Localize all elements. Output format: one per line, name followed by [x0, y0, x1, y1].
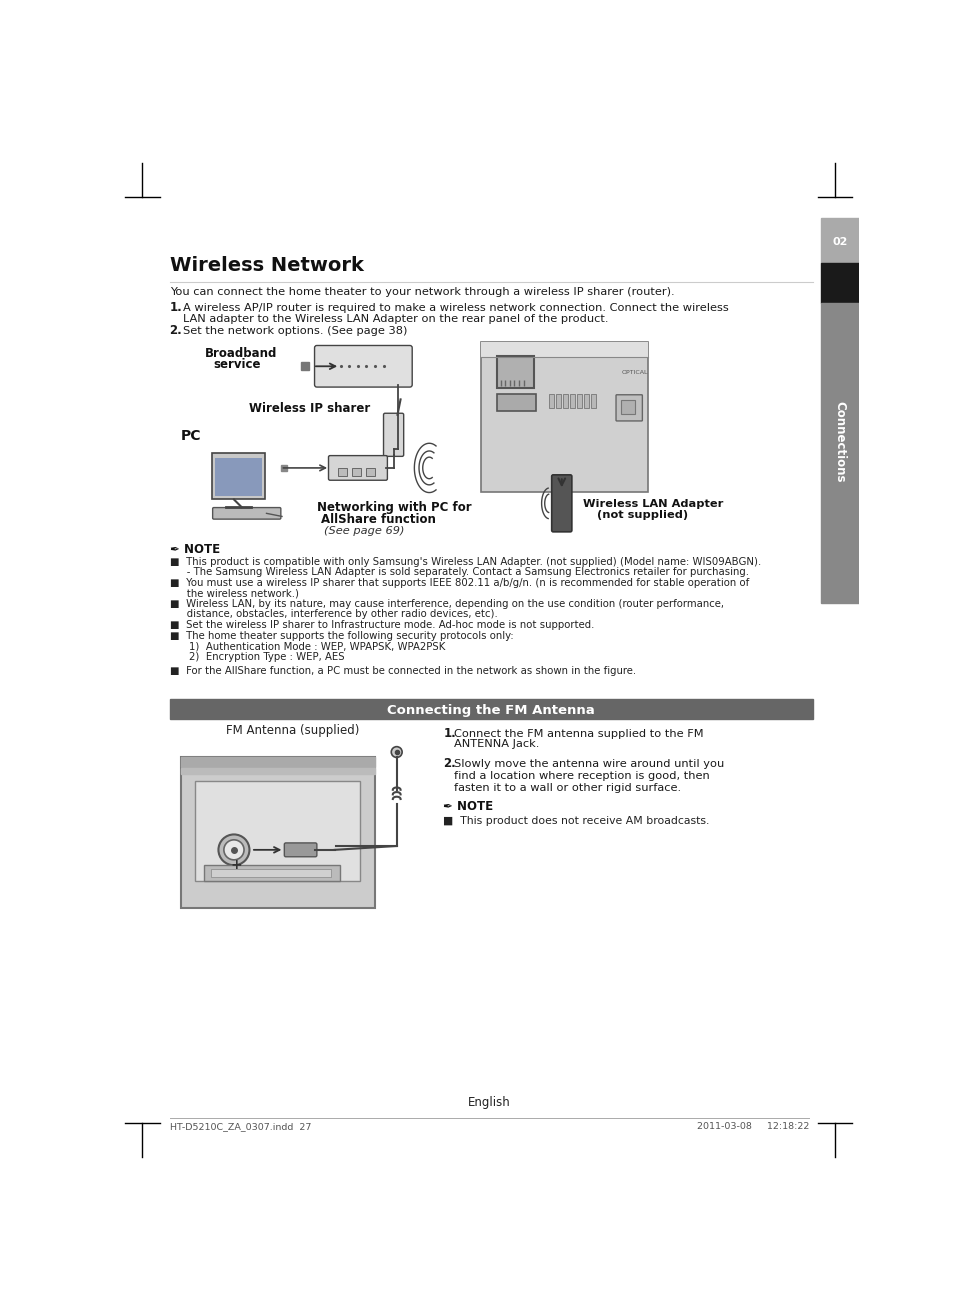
- FancyBboxPatch shape: [497, 356, 534, 388]
- Text: PC: PC: [181, 429, 201, 443]
- Bar: [497, 393, 536, 410]
- Bar: [577, 393, 581, 408]
- FancyBboxPatch shape: [213, 507, 280, 519]
- Text: ■  This product is compatible with only Samsung's Wireless LAN Adapter. (not sup: ■ This product is compatible with only S…: [170, 557, 760, 567]
- Text: ■  The home theater supports the following security protocols only:: ■ The home theater supports the followin…: [170, 631, 513, 640]
- Text: Wireless Network: Wireless Network: [170, 256, 363, 274]
- Text: Connections: Connections: [833, 401, 845, 482]
- Bar: [365, 468, 375, 476]
- Text: Broadband: Broadband: [204, 348, 276, 359]
- Text: - The Samsung Wireless LAN Adapter is sold separately. Contact a Samsung Electro: - The Samsung Wireless LAN Adapter is so…: [177, 567, 749, 576]
- Bar: [195, 780, 359, 881]
- FancyBboxPatch shape: [328, 456, 387, 480]
- Text: 1)  Authentication Mode : WEP, WPAPSK, WPA2PSK: 1) Authentication Mode : WEP, WPAPSK, WP…: [189, 642, 445, 652]
- Text: ✒ NOTE: ✒ NOTE: [443, 800, 493, 813]
- FancyBboxPatch shape: [551, 474, 571, 532]
- Bar: [556, 393, 560, 408]
- Text: +: +: [230, 859, 241, 872]
- Text: LAN adapter to the Wireless LAN Adapter on the rear panel of the product.: LAN adapter to the Wireless LAN Adapter …: [183, 314, 608, 324]
- Bar: [480, 341, 647, 491]
- Text: Connect the FM antenna supplied to the FM: Connect the FM antenna supplied to the F…: [454, 728, 703, 738]
- Text: FM Antenna (supplied): FM Antenna (supplied): [226, 724, 359, 737]
- Text: A wireless AP/IP router is required to make a wireless network connection. Conne: A wireless AP/IP router is required to m…: [183, 303, 728, 312]
- Bar: [337, 468, 347, 476]
- Bar: [821, 263, 858, 303]
- Text: 1.: 1.: [170, 301, 182, 314]
- Text: 2.: 2.: [170, 324, 182, 337]
- Bar: [352, 468, 360, 476]
- Bar: [591, 393, 596, 408]
- Text: English: English: [467, 1097, 510, 1110]
- Text: 2)  Encryption Type : WEP, AES: 2) Encryption Type : WEP, AES: [189, 652, 344, 661]
- Text: 2.: 2.: [443, 758, 456, 770]
- Bar: [562, 393, 567, 408]
- Bar: [170, 699, 812, 719]
- Bar: [181, 769, 375, 774]
- Text: (See page 69): (See page 69): [323, 527, 404, 536]
- Text: the wireless network.): the wireless network.): [177, 588, 299, 599]
- Text: ■  This product does not receive AM broadcasts.: ■ This product does not receive AM broad…: [443, 817, 709, 826]
- Text: fasten it to a wall or other rigid surface.: fasten it to a wall or other rigid surfa…: [454, 783, 680, 792]
- Bar: [620, 400, 635, 414]
- Bar: [583, 393, 588, 408]
- Text: distance, obstacles, interference by other radio devices, etc).: distance, obstacles, interference by oth…: [177, 609, 497, 620]
- Bar: [821, 303, 858, 604]
- Text: Networking with PC for: Networking with PC for: [316, 501, 471, 514]
- Text: AllShare function: AllShare function: [320, 512, 436, 525]
- Text: Set the network options. (See page 38): Set the network options. (See page 38): [183, 325, 407, 336]
- Text: ■  For the AllShare function, a PC must be connected in the network as shown in : ■ For the AllShare function, a PC must b…: [170, 667, 635, 676]
- FancyBboxPatch shape: [616, 395, 641, 421]
- Circle shape: [391, 746, 402, 758]
- Text: ■  Wireless LAN, by its nature, may cause interference, depending on the use con: ■ Wireless LAN, by its nature, may cause…: [170, 600, 723, 609]
- Text: 1.: 1.: [443, 727, 456, 740]
- Bar: [480, 341, 647, 357]
- Text: Wireless IP sharer: Wireless IP sharer: [249, 403, 371, 416]
- Text: 2011-03-08     12:18:22: 2011-03-08 12:18:22: [696, 1123, 808, 1132]
- Text: ANTENNA Jack.: ANTENNA Jack.: [454, 740, 538, 749]
- Circle shape: [224, 840, 244, 860]
- Text: ✒ NOTE: ✒ NOTE: [170, 542, 219, 555]
- FancyBboxPatch shape: [212, 454, 265, 499]
- Text: OPTICAL: OPTICAL: [620, 370, 647, 375]
- Text: find a location where reception is good, then: find a location where reception is good,…: [454, 771, 709, 782]
- Bar: [181, 758, 375, 767]
- Circle shape: [218, 834, 249, 865]
- Text: Connecting the FM Antenna: Connecting the FM Antenna: [387, 703, 595, 716]
- Bar: [204, 865, 340, 881]
- Text: ■  Set the wireless IP sharer to Infrastructure mode. Ad-hoc mode is not support: ■ Set the wireless IP sharer to Infrastr…: [170, 620, 594, 630]
- Text: ■  You must use a wireless IP sharer that supports IEEE 802.11 a/b/g/n. (n is re: ■ You must use a wireless IP sharer that…: [170, 579, 748, 588]
- FancyBboxPatch shape: [314, 345, 412, 387]
- Bar: [821, 218, 858, 263]
- Text: Wireless LAN Adapter: Wireless LAN Adapter: [582, 499, 722, 510]
- Text: service: service: [213, 358, 261, 371]
- Bar: [549, 393, 554, 408]
- Bar: [215, 457, 261, 497]
- Text: (not supplied): (not supplied): [596, 510, 687, 520]
- FancyBboxPatch shape: [284, 843, 316, 857]
- Text: Slowly move the antenna wire around until you: Slowly move the antenna wire around unti…: [454, 759, 723, 770]
- FancyBboxPatch shape: [383, 413, 403, 456]
- Text: 02: 02: [831, 237, 847, 247]
- Bar: [570, 393, 575, 408]
- Bar: [181, 758, 375, 907]
- Text: HT-D5210C_ZA_0307.indd  27: HT-D5210C_ZA_0307.indd 27: [170, 1123, 311, 1132]
- Bar: [211, 869, 331, 877]
- Text: You can connect the home theater to your network through a wireless IP sharer (r: You can connect the home theater to your…: [170, 288, 674, 298]
